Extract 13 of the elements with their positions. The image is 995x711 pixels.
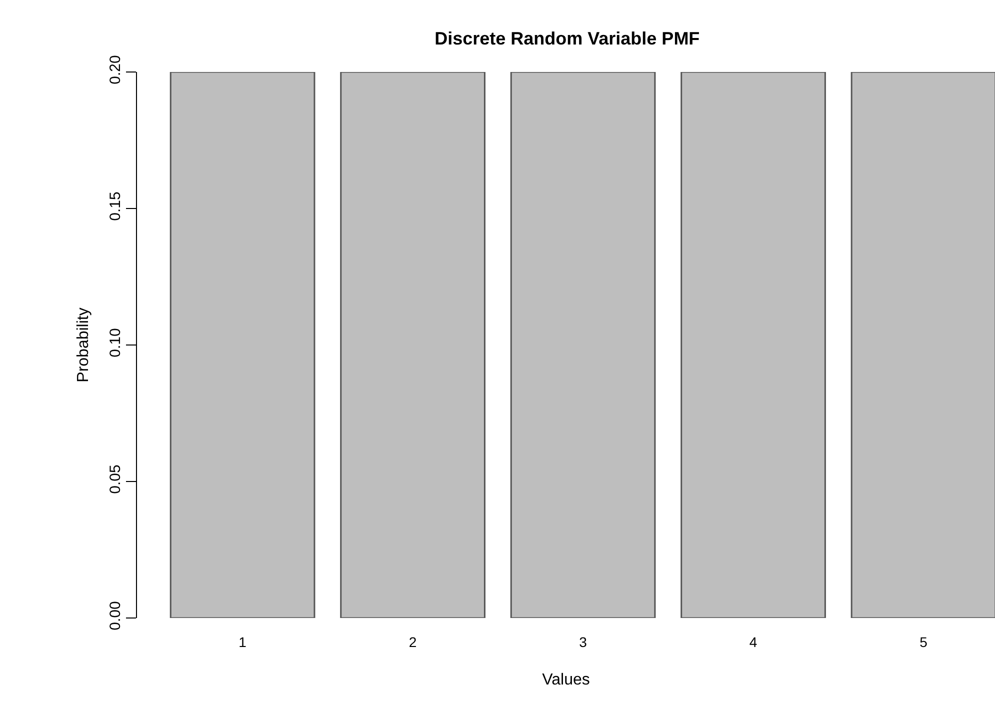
x-tick-label: 1	[238, 634, 247, 650]
y-tick-label: 0.20	[107, 55, 124, 84]
x-tick-label: 5	[920, 634, 928, 650]
y-tick-label: 0.15	[107, 192, 124, 221]
x-tick-label: 4	[749, 634, 758, 650]
x-tick-label: 2	[408, 634, 417, 650]
y-tick-label: 0.05	[107, 464, 124, 494]
y-tick-label: 0.00	[107, 601, 124, 630]
x-tick-label: 3	[579, 634, 588, 650]
chart-title: Discrete Random Variable PMF	[434, 28, 700, 49]
x-axis-title: Values	[542, 672, 590, 689]
y-tick-label: 0.10	[107, 328, 124, 358]
y-axis-title: Probability	[74, 308, 92, 382]
